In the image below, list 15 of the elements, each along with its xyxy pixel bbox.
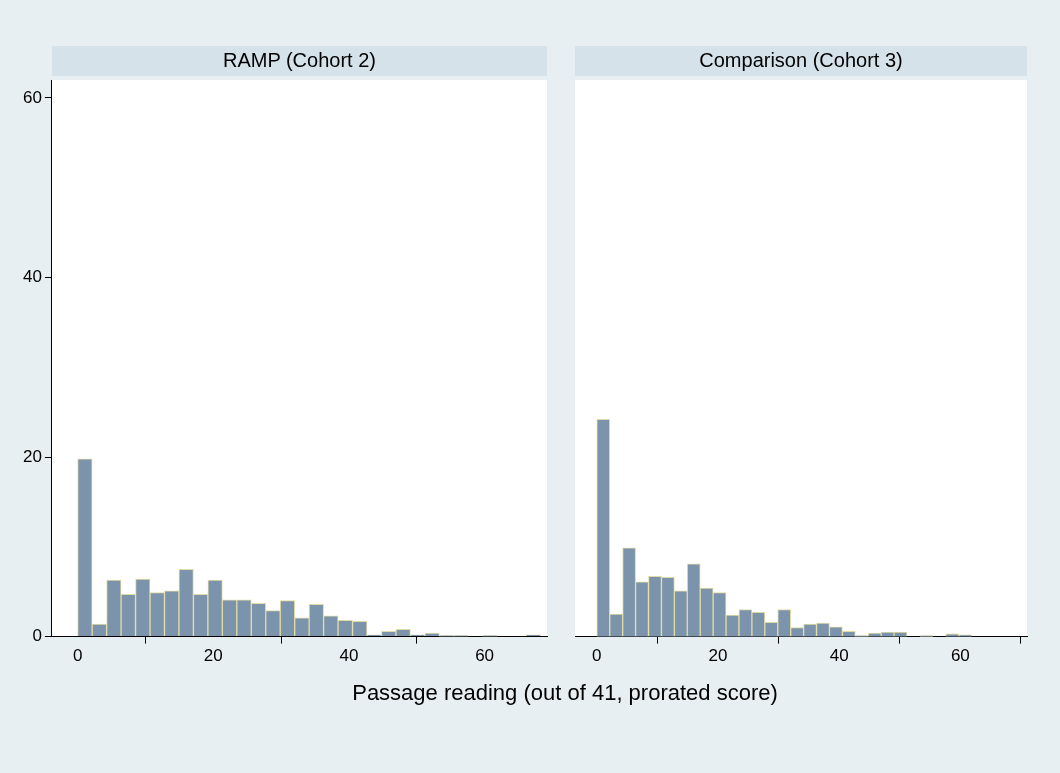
y-tick-label: 40 [22,267,42,287]
x-tick-label: 0 [592,646,602,666]
x-tick-label: 20 [708,646,728,666]
y-tick-label: 20 [22,446,42,466]
x-tick-label: 20 [203,646,223,666]
x-axis-title: Passage reading (out of 41, prorated score) [351,680,779,706]
x-tick-label: 60 [950,646,970,666]
x-tick-label: 0 [72,646,83,666]
x-tick-label: 40 [829,646,849,666]
x-tick-label: 60 [475,646,495,666]
chart-title: RAMP (Cohort 2) [222,48,376,71]
chart-title: Comparison (Cohort 3) [699,48,903,71]
y-tick-label: 0 [32,626,42,646]
x-tick-label: 40 [339,646,359,666]
y-tick-label: 60 [22,87,42,107]
